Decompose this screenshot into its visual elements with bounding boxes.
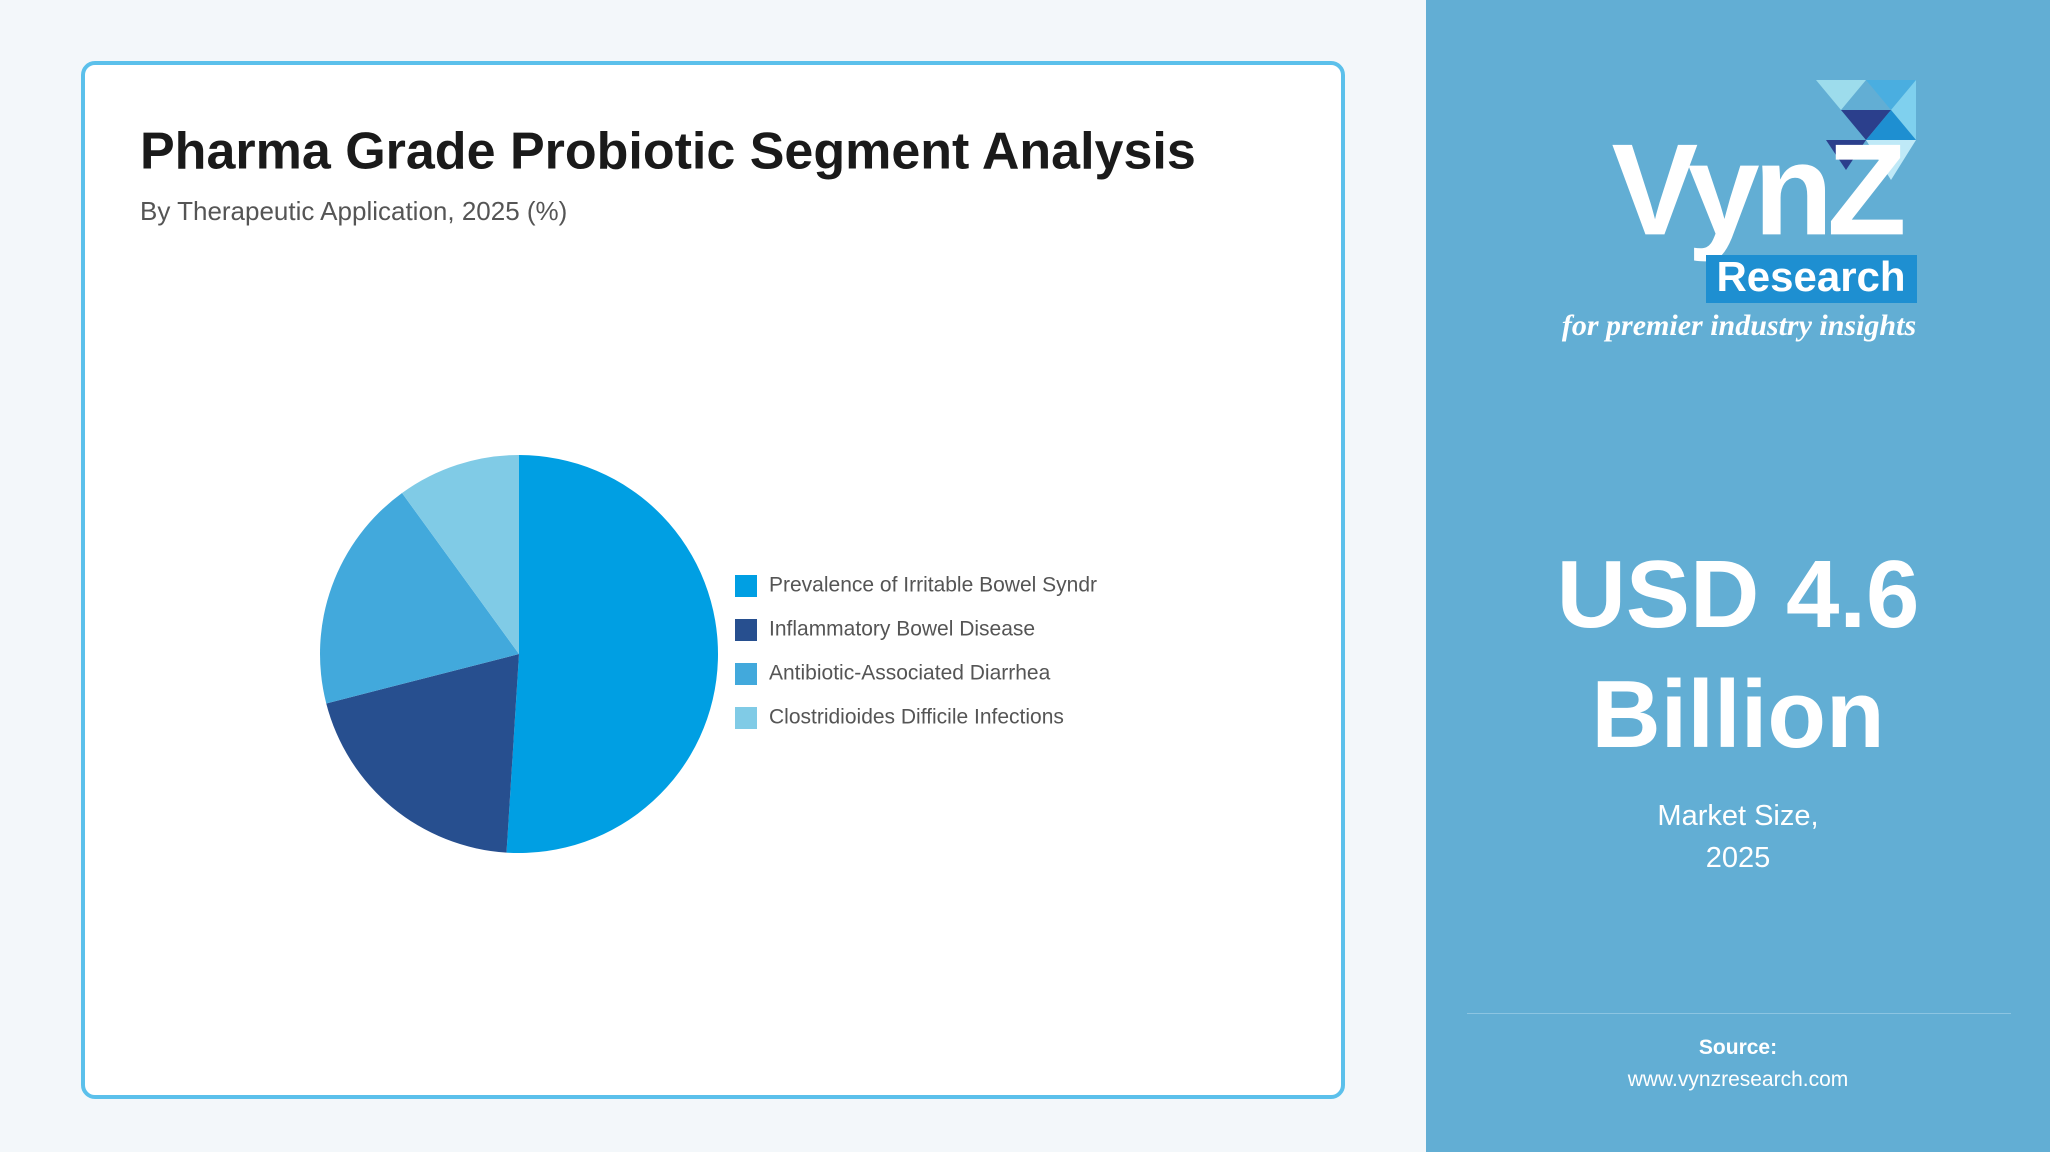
logo-sub: Research: [1716, 253, 1905, 300]
logo: VynZ Research for premier industry insig…: [1562, 80, 1917, 342]
legend-label: Antibiotic-Associated Diarrhea: [769, 662, 1051, 685]
divider: [1467, 1013, 2011, 1014]
chart: Pharma Grade Probiotic Segment Analysis …: [140, 123, 1196, 853]
pie-slice: [319, 493, 519, 704]
source-label: Source:: [1698, 1036, 1778, 1059]
side-panel: VynZ Research for premier industry insig…: [1426, 0, 2050, 1152]
legend-label: Clostridioides Difficile Infections: [769, 706, 1064, 729]
logo-box: [1706, 255, 1917, 303]
chart-title: Pharma Grade Probiotic Segment Analysis: [140, 123, 1196, 181]
logo-icon: [1816, 80, 1916, 180]
chart-subtitle: By Therapeutic Application, 2025 (%): [140, 196, 567, 226]
legend-swatch: [735, 619, 757, 641]
legend-swatch: [735, 707, 757, 729]
legend-swatch: [735, 663, 757, 685]
legend: Prevalence of Irritable Bowel Syndr Infla…: [735, 574, 1097, 729]
logo-tagline: for premier industry insights: [1562, 309, 1916, 342]
source-url: www.vynzresearch.com: [1627, 1068, 1849, 1091]
logo-name: VynZ: [1611, 116, 1903, 262]
market-unit: Billion: [1591, 661, 1885, 768]
pie: [319, 455, 719, 853]
pie-slice: [326, 654, 519, 853]
legend-swatch: [735, 575, 757, 597]
chart-card: Pharma Grade Probiotic Segment Analysis …: [81, 61, 1345, 1099]
market-year: 2025: [1705, 842, 1771, 874]
market-label: Market Size,: [1657, 800, 1819, 832]
market-value: USD 4.6: [1556, 541, 1920, 648]
legend-label: Prevalence of Irritable Bowel Syndr: [769, 574, 1097, 597]
legend-label: Inflammatory Bowel Disease: [769, 618, 1035, 641]
pie-slice: [402, 455, 519, 654]
pie-slice: [506, 455, 719, 853]
